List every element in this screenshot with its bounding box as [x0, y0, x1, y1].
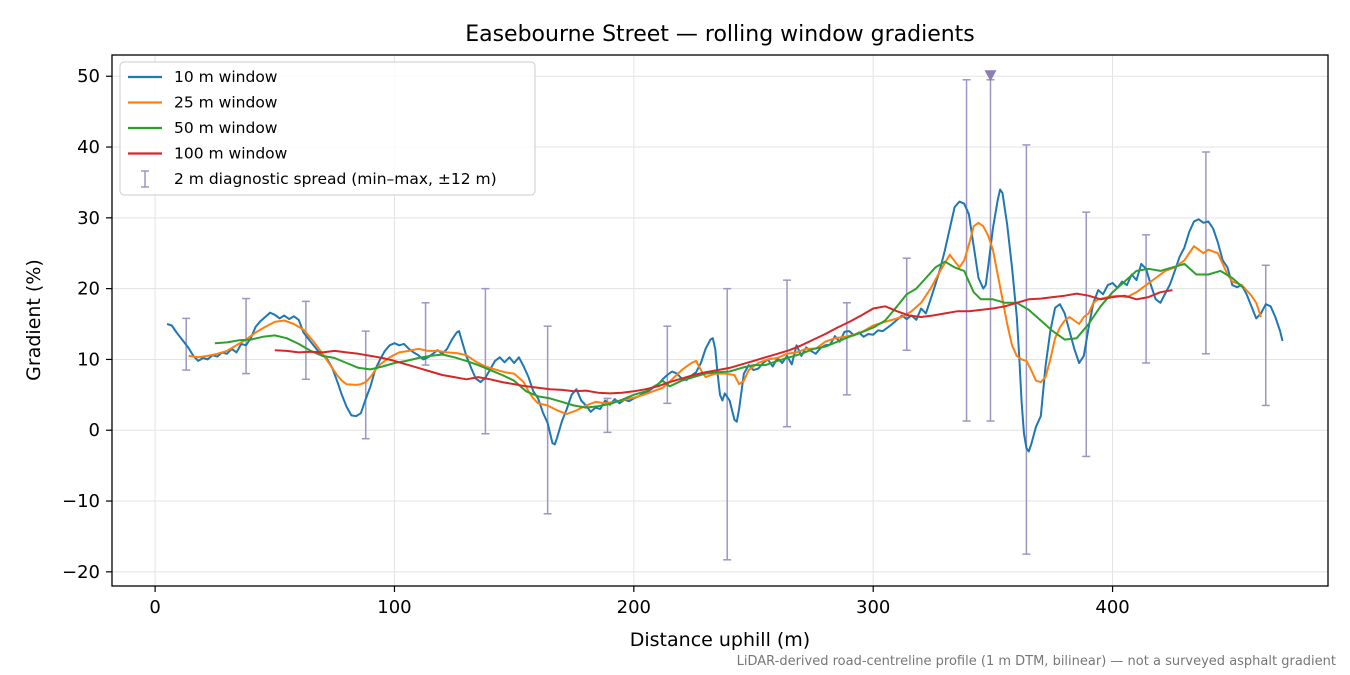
x-tick-label: 0 [149, 597, 160, 618]
y-tick-label: 50 [77, 66, 100, 87]
footnote: LiDAR-derived road-centreline profile (1… [737, 654, 1336, 669]
x-tick-label: 300 [856, 597, 890, 618]
error-bar [1201, 151, 1210, 355]
y-tick-label: −20 [62, 562, 100, 583]
error-bars [182, 79, 1270, 561]
series-line-1 [166, 188, 1284, 453]
legend-entry: 25 m window [174, 94, 278, 112]
legend-errorbar-swatch [141, 170, 149, 188]
legend-entry: 50 m window [174, 119, 278, 137]
error-bar [723, 287, 732, 561]
legend-entry: 2 m diagnostic spread (min–max, ±12 m) [174, 170, 497, 188]
series-line-4 [274, 289, 1173, 395]
plot-frame [111, 54, 1329, 587]
y-tick-label: 40 [77, 137, 100, 158]
y-tick-label: 30 [77, 208, 100, 229]
error-bar [421, 302, 430, 366]
error-bar [842, 302, 851, 396]
error-bar [361, 330, 370, 440]
legend-entry: 100 m window [174, 145, 288, 163]
x-tick-label: 100 [377, 597, 411, 618]
error-bar [663, 325, 672, 405]
peak-marker [984, 70, 997, 82]
error-bar [1022, 144, 1031, 555]
error-bar [1142, 234, 1151, 364]
y-tick-label: 0 [89, 420, 100, 441]
y-tick-label: 20 [77, 279, 100, 300]
y-axis-label: Gradient (%) [23, 259, 45, 381]
legend-entry: 10 m window [174, 68, 278, 86]
error-bar [1261, 264, 1270, 407]
error-bar [902, 257, 911, 351]
legend-box [119, 61, 536, 196]
y-tick-label: 10 [77, 349, 100, 370]
error-bar [481, 287, 490, 435]
x-tick-label: 400 [1095, 597, 1129, 618]
grid [112, 55, 1328, 586]
x-axis-label: Distance uphill (m) [630, 629, 810, 651]
series-line-3 [214, 260, 1245, 409]
x-tick-label: 200 [617, 597, 651, 618]
y-tick-label: −10 [62, 491, 100, 512]
peak-marker-triangle [984, 70, 997, 82]
error-bar [1082, 211, 1091, 458]
error-bar [301, 300, 310, 381]
error-bar [242, 297, 251, 375]
axis-ticks: 0 100 200 300 400 −20 −10 0 10 20 30 40 50 [62, 66, 1130, 618]
series-lines [166, 188, 1284, 453]
error-bar [543, 325, 552, 515]
chart-title: Easebourne Street — rolling window gradi… [465, 22, 975, 47]
legend: 10 m window 25 m window 50 m window 100 m w… [119, 61, 536, 196]
